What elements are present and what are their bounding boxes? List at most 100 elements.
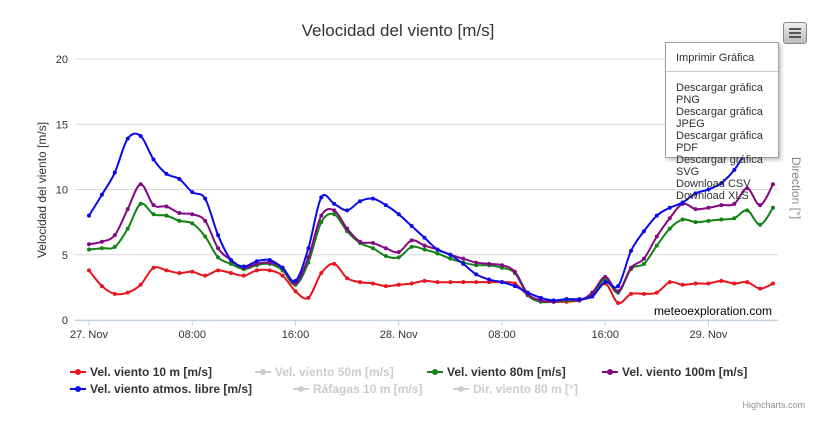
point (706, 281, 711, 286)
point (370, 246, 375, 251)
point (487, 277, 492, 282)
menu-item[interactable]: Descargar gráfica JPEG (676, 106, 763, 130)
point (448, 280, 453, 285)
point (383, 203, 388, 208)
point (319, 271, 324, 276)
point (745, 280, 750, 285)
point (383, 246, 388, 251)
point (370, 196, 375, 201)
point (112, 244, 117, 249)
point (396, 212, 401, 217)
point (383, 254, 388, 259)
point (280, 273, 285, 278)
point (461, 256, 466, 261)
point (228, 261, 233, 266)
point (164, 268, 169, 273)
point (164, 171, 169, 176)
point (99, 239, 104, 244)
point (151, 265, 156, 270)
point (254, 268, 259, 273)
point (177, 271, 182, 276)
point (319, 220, 324, 225)
point (732, 281, 737, 286)
point (306, 255, 311, 260)
y-tick-label: 0 (62, 315, 68, 327)
point (616, 284, 621, 289)
point (280, 265, 285, 270)
legend-item[interactable]: Vel. viento 10 m [m/s] (70, 365, 212, 379)
legend-marker (432, 369, 438, 375)
point (771, 205, 775, 210)
point (370, 281, 375, 286)
point (461, 261, 466, 266)
point (396, 255, 401, 260)
export-menu: Imprimir Gráfica Descargar gráfica PNG Des… (665, 42, 779, 202)
legend-label: Vel. viento atmos. libre [m/s] (90, 382, 252, 396)
point (306, 295, 311, 300)
point (693, 191, 698, 196)
point (293, 289, 298, 294)
point (667, 226, 672, 231)
point (87, 268, 91, 273)
legend-label: Vel. viento 100m [m/s] (622, 365, 747, 379)
point (512, 284, 517, 289)
point (177, 210, 182, 215)
legend-item[interactable]: Vel. viento 50m [m/s] (255, 365, 394, 379)
point (577, 297, 582, 302)
point (758, 203, 763, 208)
point (383, 284, 388, 289)
point (358, 239, 363, 244)
legend-item[interactable]: Vel. viento atmos. libre [m/s] (70, 382, 252, 396)
legend-item[interactable]: Dir. viento 80 m [°] (453, 382, 578, 396)
point (732, 216, 737, 221)
point (267, 268, 272, 273)
point (138, 201, 143, 206)
point (332, 201, 337, 206)
point (112, 291, 117, 296)
menu-item[interactable]: Download CSV (676, 178, 751, 190)
menu-item[interactable]: Descargar gráfica PNG (676, 82, 763, 106)
point (654, 213, 659, 218)
point (551, 298, 556, 303)
point (654, 243, 659, 248)
legend-label: Vel. viento 10 m [m/s] (90, 365, 212, 379)
point (125, 136, 130, 141)
point (474, 280, 479, 285)
menu-item[interactable]: Descargar gráfica SVG (676, 154, 763, 178)
point (732, 201, 737, 206)
legend-marker (75, 386, 81, 392)
point (99, 246, 104, 251)
point (151, 203, 156, 208)
menu-item[interactable]: Imprimir Gráfica (676, 52, 755, 64)
point (345, 276, 350, 281)
menu-item[interactable]: Descargar gráfica PDF (676, 130, 763, 154)
point (216, 255, 221, 260)
point (422, 247, 427, 252)
menu-item[interactable]: Download XLS (676, 190, 749, 202)
point (745, 208, 750, 213)
point (474, 272, 479, 277)
point (641, 261, 646, 266)
y2-axis-title: Direction [°] (789, 157, 803, 219)
legend-item[interactable]: Ráfagas 10 m [m/s] (293, 382, 422, 396)
x-tick-label: 16:00 (591, 329, 619, 341)
y-axis-title: Velocidad del viento [m/s] (35, 122, 49, 258)
x-tick-label: 29. Nov (690, 329, 728, 341)
point (693, 207, 698, 212)
point (629, 291, 634, 296)
point (190, 269, 195, 274)
point (706, 205, 711, 210)
point (409, 238, 414, 243)
legend-item[interactable]: Vel. viento 100m [m/s] (602, 365, 747, 379)
point (525, 290, 530, 295)
legend-marker (458, 386, 464, 392)
point (177, 177, 182, 182)
menu-button[interactable] (783, 22, 807, 44)
series (87, 261, 775, 306)
legend-item[interactable]: Vel. viento 80m [m/s] (427, 365, 566, 379)
point (332, 208, 337, 213)
point (461, 280, 466, 285)
x-tick-label: 08:00 (488, 329, 516, 341)
point (641, 229, 646, 234)
highcharts-credit[interactable]: Highcharts.com (742, 400, 805, 410)
